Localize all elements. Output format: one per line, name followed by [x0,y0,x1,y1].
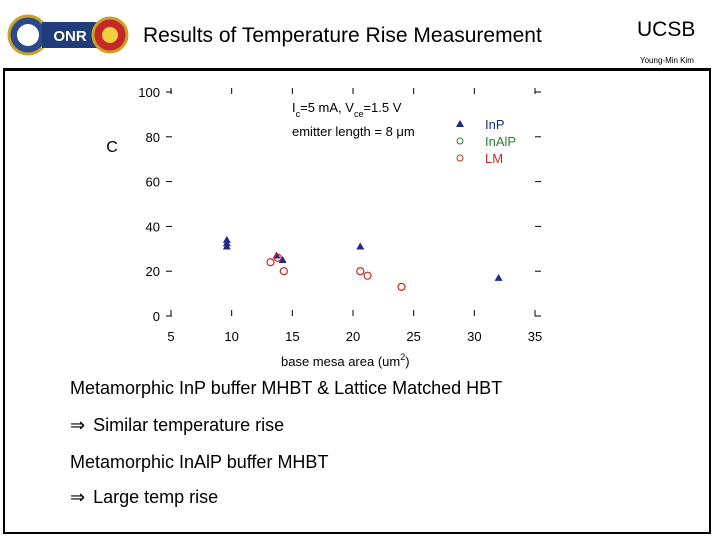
bullet-4: ⇒ Large temp rise [70,487,219,508]
y-tick-label: 80 [146,130,160,145]
x-axis-label: base mesa area (um2) [281,352,410,369]
lm-data-point [363,271,372,280]
implies-icon: ⇒ [70,415,86,436]
bullet-2: ⇒ Similar temperature rise [70,415,285,436]
inp-legend-label: InP [485,117,505,132]
author-label: Young-Min Kim [640,56,694,65]
y-axis-label: C [106,139,118,156]
onr-logo: ONR [7,14,129,56]
chart-legend: InP InAlP LM [456,117,516,166]
y-tick-label: 100 [138,85,160,100]
lm-data-point [397,282,406,291]
inp-data-point [278,256,287,263]
chart-annotation-emitter: emitter length = 8 μm [292,124,415,139]
bullet-3: Metamorphic InAlP buffer MHBT [70,452,329,472]
implies-icon: ⇒ [70,487,86,508]
chart-axes: 5 10 15 20 25 30 35 0 20 40 60 80 100 [138,85,542,344]
lm-data-point [356,267,365,276]
x-tick-label: 30 [467,329,481,344]
chart-annotation-bias: Ic=5 mA, Vce=1.5 V [292,100,402,119]
y-tick-label: 20 [146,264,160,279]
lm-data-point [279,267,288,276]
lm-data-point [266,258,275,267]
content-frame [3,68,711,534]
inp-legend-marker [456,120,464,127]
y-tick-label: 0 [153,309,160,324]
x-tick-label: 10 [224,329,238,344]
x-tick-label: 15 [285,329,299,344]
bullet-1: Metamorphic InP buffer MHBT & Lattice Ma… [70,378,503,398]
slide-title: Results of Temperature Rise Measurement [143,24,542,47]
institution-label: UCSB [637,18,696,41]
x-tick-label: 20 [346,329,360,344]
inalp-legend-label: InAlP [485,134,516,149]
lm-data-point [273,253,282,262]
x-tick-label: 35 [528,329,542,344]
inp-data-point [494,273,503,281]
x-tick-label: 5 [167,329,174,344]
chart-marks [222,235,503,291]
lm-legend-label: LM [485,151,503,166]
inp-data-point [222,242,231,250]
y-tick-label: 40 [146,219,160,234]
logo-text: ONR [53,28,87,45]
inalp-legend-marker [456,137,464,145]
x-tick-label: 25 [406,329,420,344]
inp-data-point [356,242,365,250]
lm-legend-marker [456,154,464,162]
y-tick-label: 60 [146,175,160,190]
